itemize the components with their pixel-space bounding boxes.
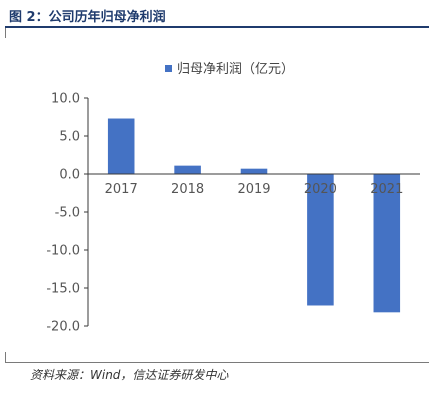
- x-tick-label: 2020: [304, 182, 337, 197]
- chart-area: 归母净利润（亿元） 10.0 5.0 0.0 -5.0 -10.0 -15.0 -20.0 20…: [5, 28, 429, 360]
- frame-mark-bottom: [5, 352, 6, 362]
- legend-swatch: [165, 65, 172, 72]
- x-tick-label: 2018: [171, 182, 204, 197]
- bar-2020: [307, 174, 334, 306]
- frame-mark-top: [5, 28, 6, 38]
- y-tick-label: -5.0: [55, 206, 80, 221]
- source-note: 资料来源：Wind，信达证券研发中心: [30, 368, 229, 382]
- y-tick-label: -10.0: [46, 244, 80, 259]
- x-tick-label: 2017: [105, 182, 138, 197]
- bar-2021: [373, 174, 401, 313]
- figure-header: 图 2：公司历年归母净利润: [5, 4, 429, 28]
- x-tick-label: 2021: [370, 182, 403, 197]
- y-tick-label: 0.0: [59, 168, 80, 183]
- y-tick-label: -20.0: [46, 320, 80, 335]
- figure-bottom-rule: [5, 362, 429, 363]
- bar-chart: 归母净利润（亿元） 10.0 5.0 0.0 -5.0 -10.0 -15.0 -20.0 20…: [46, 62, 420, 335]
- y-tick-label: 5.0: [59, 130, 80, 145]
- x-tick-label: 2019: [237, 182, 270, 197]
- y-tick-label: -15.0: [46, 282, 80, 297]
- y-tick-label: 10.0: [51, 92, 80, 107]
- bar-2017: [107, 118, 135, 174]
- legend-label: 归母净利润（亿元）: [177, 62, 294, 77]
- bar-2019: [240, 168, 268, 174]
- figure-title: 图 2：公司历年归母净利润: [9, 10, 166, 25]
- bar-2018: [174, 165, 201, 174]
